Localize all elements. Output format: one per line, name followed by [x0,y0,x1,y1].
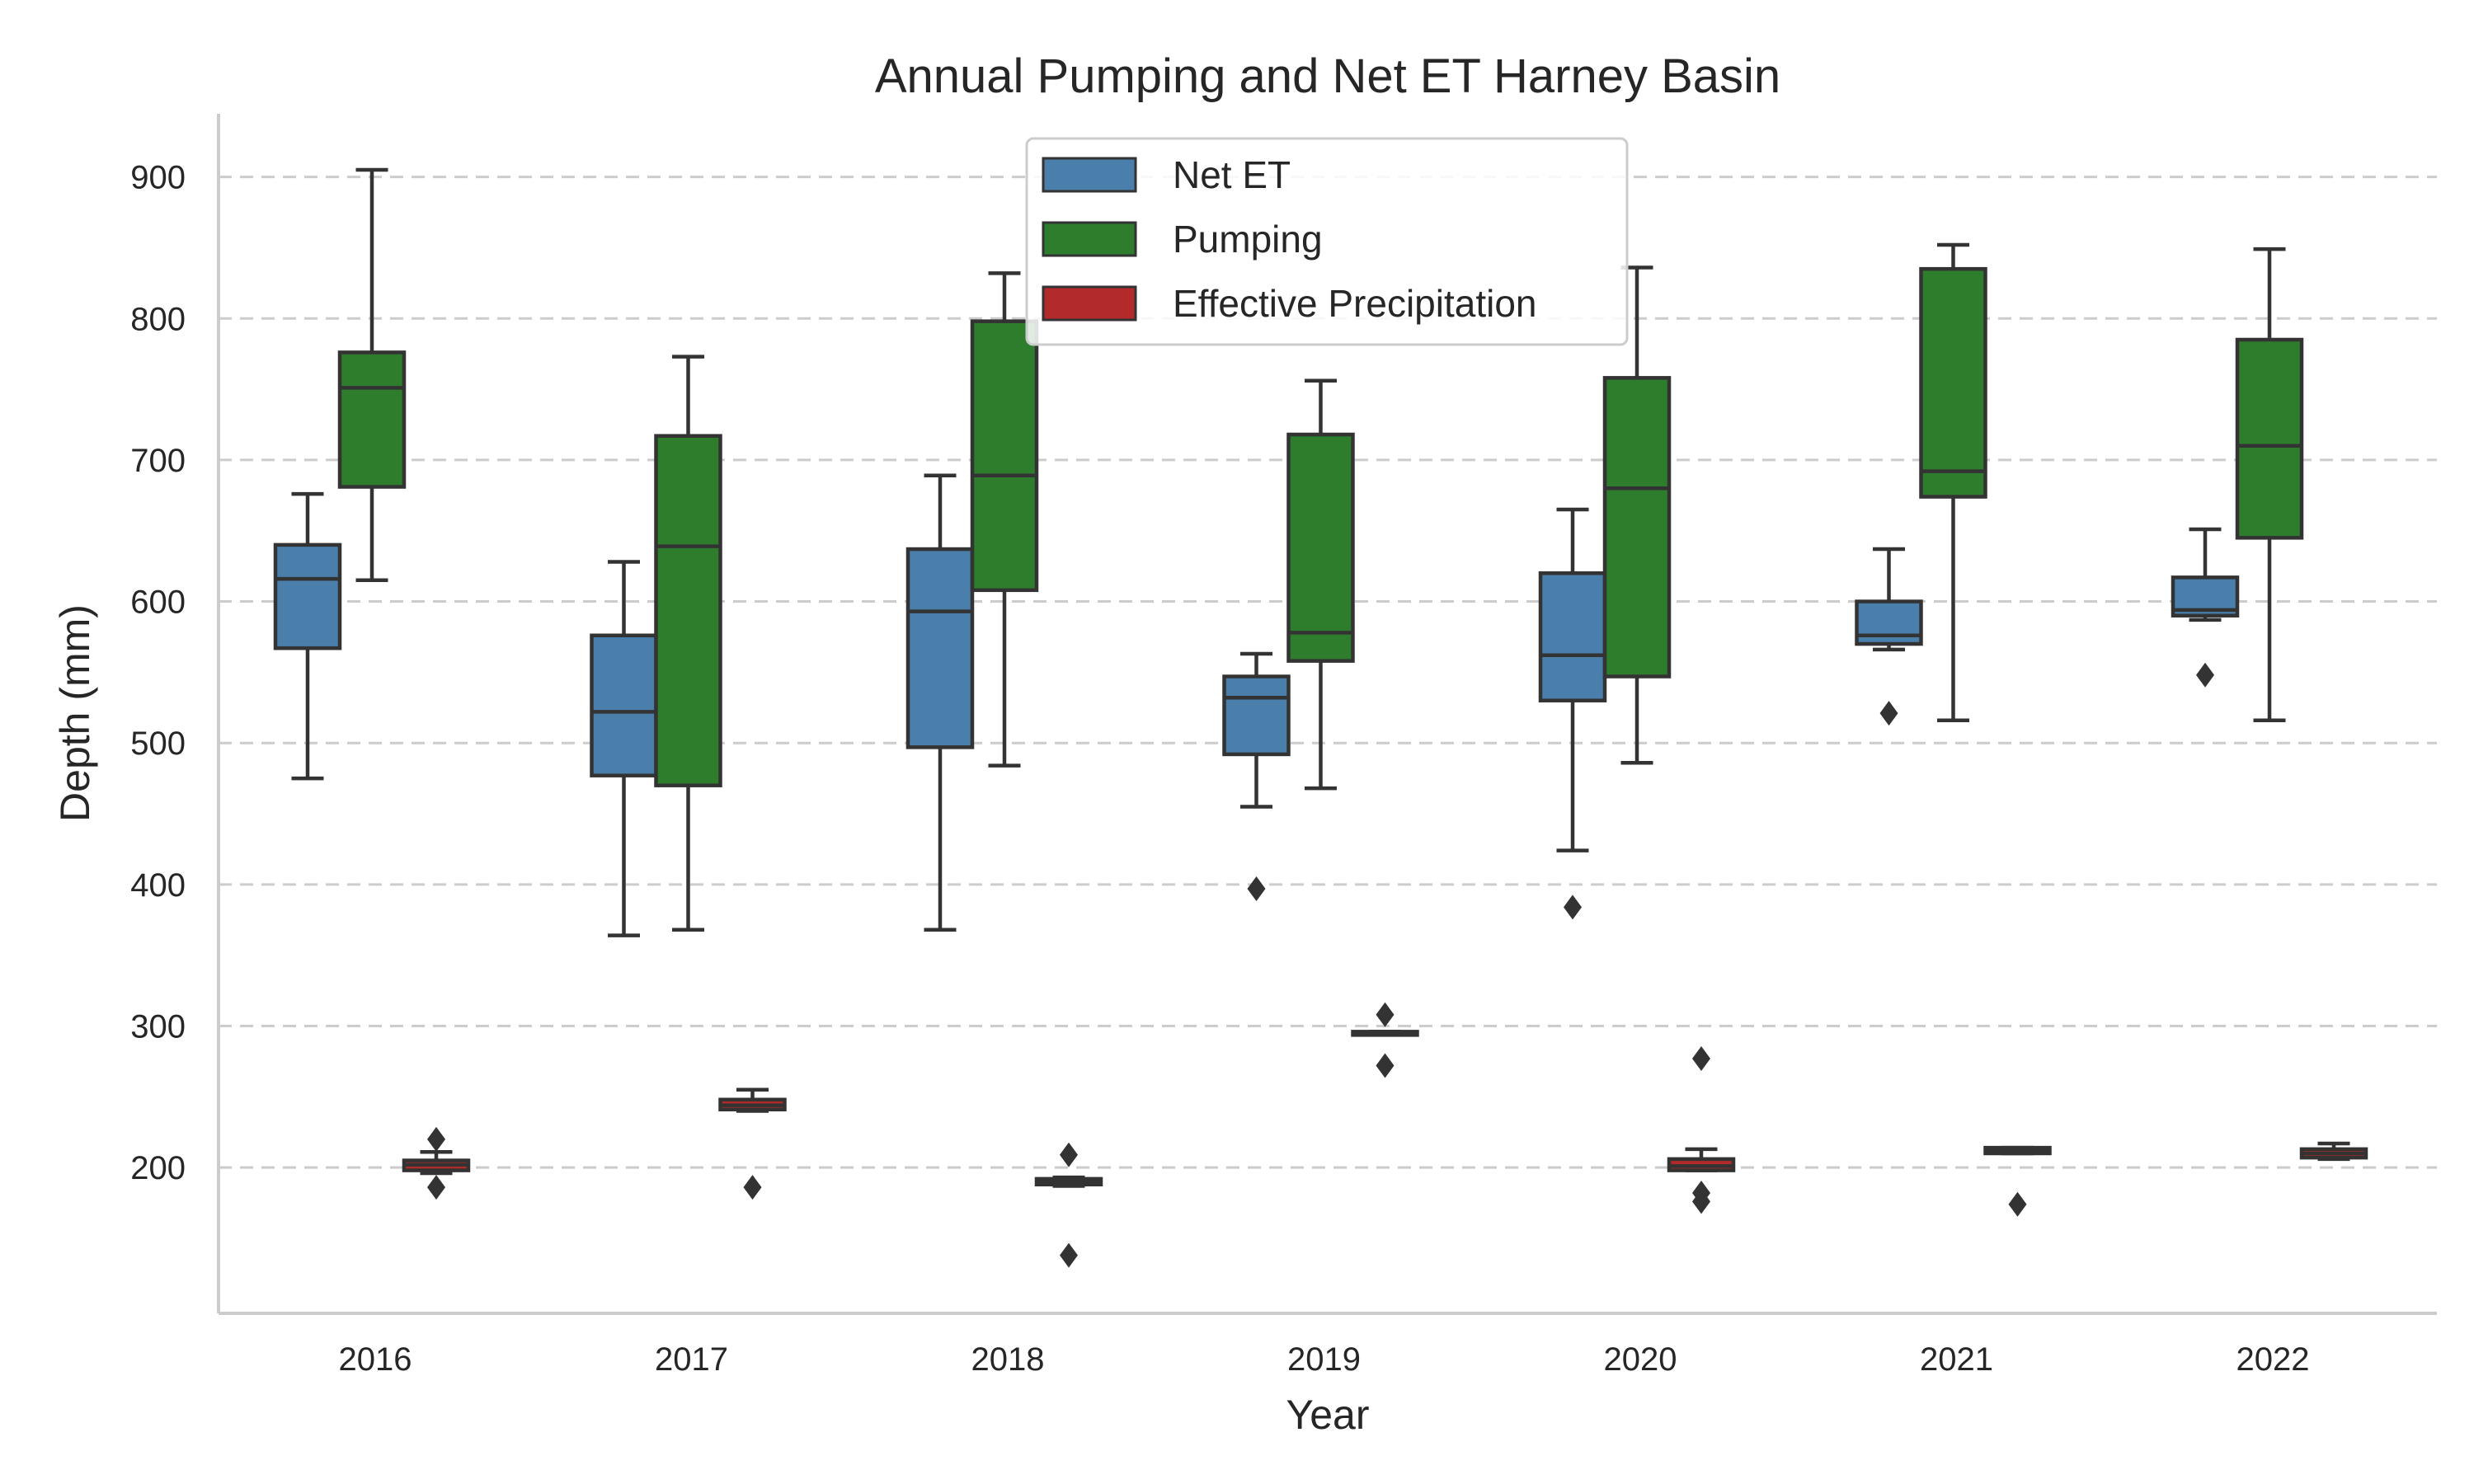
outlier-marker [2008,1191,2027,1217]
x-tick-label-2021: 2021 [1920,1341,1993,1378]
box-group-net-et-2019 [1222,651,1291,901]
outlier-marker [1564,895,1582,920]
box-group-pumping-2018 [970,271,1039,768]
outlier-marker [1376,1002,1395,1027]
outlier-marker [1879,701,1898,726]
box-pumping [337,350,407,489]
legend: Net ET Pumping Effective Precipitation [1025,137,1629,346]
outlier-marker [1060,1142,1078,1167]
box-pumping [2235,337,2304,540]
box-pumping [1286,432,1355,663]
box-group-net-et-2017 [590,560,658,937]
box-group-net-et-2021 [1855,547,1923,726]
box-group-pumping-2019 [1286,378,1355,791]
y-tick-labels: 200 300 400 500 600 700 800 900 [130,160,186,1187]
outlier-marker [1247,876,1266,901]
box-group-effective-precipitation-2018 [1034,1142,1103,1268]
outlier-marker [427,1126,445,1152]
box-pumping [1919,266,1987,499]
box-group-net-et-2020 [1538,507,1607,920]
chart-title: Annual Pumping and Net ET Harney Basin [875,49,1780,103]
y-tick-label-800: 800 [130,301,186,337]
box-group-pumping-2022 [2235,247,2304,722]
legend-frame [1025,137,1629,346]
y-tick-label-400: 400 [130,867,186,904]
box-group-pumping-2017 [654,355,722,932]
box-group-pumping-2016 [337,167,407,583]
x-tick-label-2022: 2022 [2236,1341,2310,1378]
y-tick-label-700: 700 [130,443,186,479]
outlier-marker [743,1175,762,1200]
x-tick-label-2019: 2019 [1287,1341,1361,1378]
x-tick-label-2020: 2020 [1604,1341,1677,1378]
y-tick-label-300: 300 [130,1009,186,1045]
y-tick-label-500: 500 [130,726,186,762]
box-net-et [1222,674,1291,757]
box-group-net-et-2016 [273,491,342,781]
outlier-marker [1376,1053,1395,1078]
box-group-effective-precipitation-2019 [1351,1002,1419,1078]
legend-swatch-effective-precipitation [1042,285,1137,322]
x-axis-label: Year [1286,1392,1369,1438]
box-net-et [1855,599,1923,646]
box-pumping [970,319,1039,593]
legend-swatch-net-et [1042,157,1137,193]
box-group-net-et-2018 [905,473,975,932]
y-axis-label: Depth (mm) [52,604,98,822]
box-group-effective-precipitation-2016 [402,1126,471,1200]
box-group-net-et-2022 [2171,527,2240,688]
outlier-marker [1692,1189,1710,1214]
box-net-et [1538,571,1607,702]
y-tick-label-600: 600 [130,585,186,621]
box-net-et [273,542,342,650]
legend-label-effective-precipitation: Effective Precipitation [1173,282,1537,325]
box-group-effective-precipitation-2020 [1667,1045,1736,1214]
x-tick-label-2018: 2018 [971,1341,1045,1378]
box-group-effective-precipitation-2022 [2299,1141,2368,1162]
outlier-marker [1692,1045,1710,1071]
x-tick-label-2017: 2017 [655,1341,728,1378]
box-group-pumping-2020 [1602,265,1672,765]
y-tick-label-200: 200 [130,1150,186,1186]
box-pumping [654,434,722,787]
box-group-pumping-2021 [1919,242,1987,722]
x-tick-labels: 2016 2017 2018 2019 2020 2021 2022 [339,1341,2310,1378]
outlier-marker [1060,1242,1078,1268]
box-net-et [590,633,658,777]
box-group-effective-precipitation-2017 [718,1087,787,1200]
axes [217,114,2437,1315]
x-tick-label-2016: 2016 [339,1341,412,1378]
legend-swatch-pumping [1042,221,1137,257]
box-group-effective-precipitation-2021 [1983,1145,2052,1217]
legend-label-pumping: Pumping [1173,218,1323,261]
box-pumping [1602,376,1672,679]
box-net-et [905,547,975,749]
y-tick-label-900: 900 [130,160,186,196]
legend-label-net-et: Net ET [1173,153,1291,196]
outlier-marker [2196,662,2214,688]
outlier-marker [427,1175,445,1200]
box-groups [273,167,2368,1268]
gridlines [219,176,2437,1169]
